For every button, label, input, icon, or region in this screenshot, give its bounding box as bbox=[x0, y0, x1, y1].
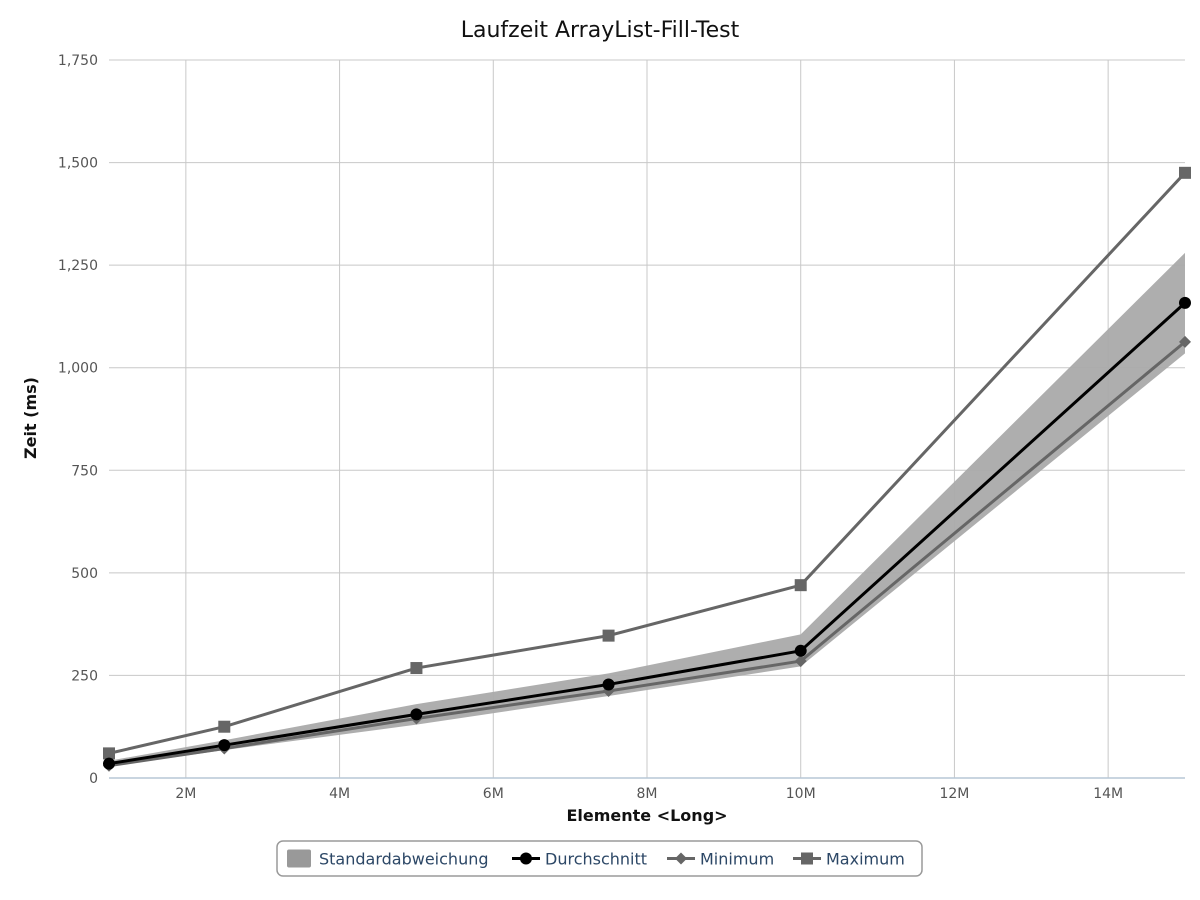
x-axis-title: Elemente <Long> bbox=[566, 806, 727, 825]
x-tick-label: 8M bbox=[637, 786, 658, 802]
std-dev-band bbox=[109, 252, 1185, 767]
x-tick-label: 2M bbox=[175, 786, 196, 802]
y-tick-label: 1,750 bbox=[58, 53, 98, 69]
data-point-durchschnitt bbox=[794, 644, 807, 657]
x-tick-label: 10M bbox=[786, 786, 816, 802]
legend: Standardabweichung Durchschnitt Minimum Max… bbox=[276, 840, 923, 877]
legend-box bbox=[276, 840, 923, 877]
series-line-maximum bbox=[108, 171, 1187, 755]
data-point-durchschnitt bbox=[1179, 296, 1191, 309]
data-point-maximum bbox=[103, 747, 115, 760]
series-group bbox=[103, 166, 1191, 772]
data-point-durchschnitt bbox=[602, 678, 615, 691]
data-point-maximum bbox=[794, 579, 807, 592]
y-tick-label: 750 bbox=[71, 463, 98, 479]
legend-marker bbox=[801, 852, 813, 865]
data-point-minimum bbox=[794, 655, 807, 668]
y-tick-label: 1,000 bbox=[58, 361, 98, 377]
data-point-minimum bbox=[1179, 335, 1191, 348]
data-point-durchschnitt bbox=[103, 757, 115, 770]
series-line-durchschnitt bbox=[108, 301, 1187, 766]
legend-item-standardabweichung[interactable]: Standardabweichung bbox=[287, 849, 489, 869]
legend-label: Minimum bbox=[700, 850, 774, 869]
chart-title: Laufzeit ArrayList-Fill-Test bbox=[461, 18, 740, 43]
legend-label: Maximum bbox=[826, 850, 905, 869]
legend-label: Standardabweichung bbox=[319, 850, 489, 869]
x-tick-label: 4M bbox=[329, 786, 350, 802]
std-dev-band-area bbox=[109, 252, 1185, 767]
data-point-maximum bbox=[218, 720, 231, 733]
y-tick-label: 1,500 bbox=[58, 156, 98, 172]
axes: 0 250 500 750 1,000 1,250 1,500 1,750 2M 4M 6M 8M 10… bbox=[58, 53, 1185, 802]
legend-marker bbox=[520, 852, 532, 865]
y-tick-label: 0 bbox=[89, 771, 98, 787]
y-tick-label: 250 bbox=[71, 668, 98, 684]
data-point-maximum bbox=[1179, 166, 1191, 179]
legend-item-durchschnitt[interactable]: Durchschnitt bbox=[512, 850, 647, 869]
legend-swatch bbox=[287, 849, 311, 868]
series-maximum bbox=[103, 166, 1191, 760]
legend-item-minimum[interactable]: Minimum bbox=[667, 850, 774, 869]
legend-item-maximum[interactable]: Maximum bbox=[793, 850, 905, 869]
y-tick-label: 500 bbox=[71, 566, 98, 582]
data-point-maximum bbox=[410, 662, 423, 675]
data-point-maximum bbox=[602, 629, 615, 642]
series-durchschnitt bbox=[103, 296, 1191, 770]
legend-marker bbox=[675, 852, 687, 865]
x-tick-label: 12M bbox=[939, 786, 969, 802]
y-axis-title: Zeit (ms) bbox=[21, 377, 40, 459]
legend-label: Durchschnitt bbox=[545, 850, 647, 869]
x-tick-label: 14M bbox=[1093, 786, 1123, 802]
x-tick-label: 6M bbox=[483, 786, 504, 802]
y-tick-label: 1,250 bbox=[58, 258, 98, 274]
series-line-minimum bbox=[108, 340, 1186, 768]
data-point-durchschnitt bbox=[410, 708, 423, 721]
data-point-durchschnitt bbox=[218, 739, 231, 752]
